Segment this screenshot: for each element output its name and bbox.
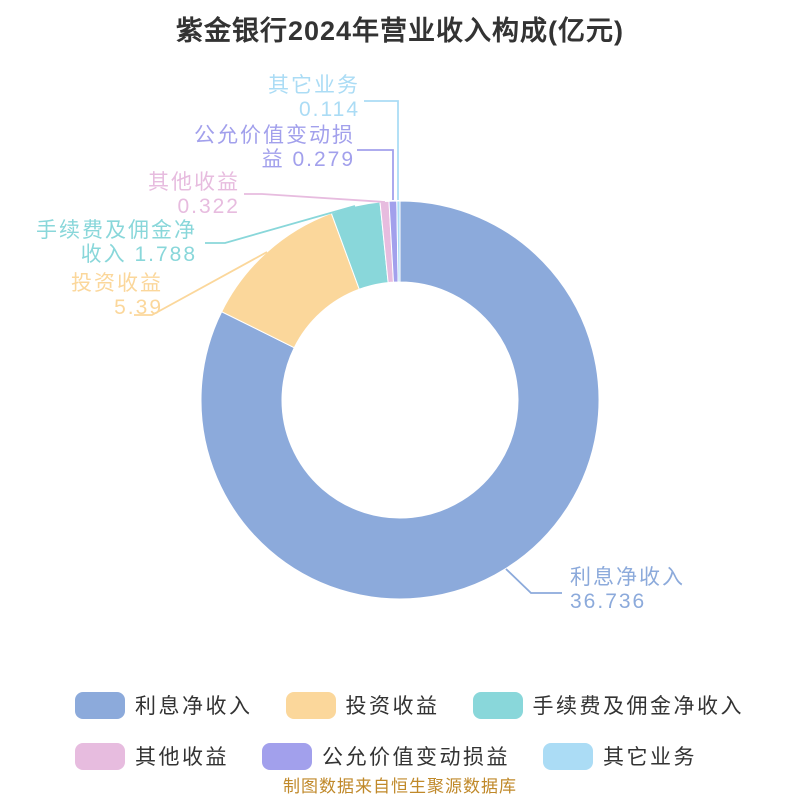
slice-callout-line: 投资收益 <box>71 272 163 295</box>
legend-row: 利息净收入 投资收益 手续费及佣金净收入 <box>75 691 777 719</box>
legend-swatch <box>75 691 125 719</box>
slice-callout-label: 手续费及佣金净 收入 1.788 <box>36 219 197 267</box>
slice-callout-line: 益 0.279 <box>261 148 355 171</box>
legend-label: 其它业务 <box>603 746 697 769</box>
slice-leader-line <box>357 149 394 200</box>
slice-leader-line <box>364 100 399 200</box>
legend-swatch <box>543 742 593 770</box>
slice-callout-line: 收入 1.788 <box>80 243 197 266</box>
slice-callout-line: 36.736 <box>570 590 647 613</box>
legend-label: 利息净收入 <box>135 695 253 718</box>
slice-callout-line: 其他收益 <box>148 171 240 194</box>
slice-leader-line <box>505 568 562 594</box>
data-source-note: 制图数据来自恒生聚源数据库 <box>283 777 517 796</box>
legend-swatch <box>285 691 336 719</box>
slice-callout-line: 5.39 <box>114 296 163 319</box>
slice-leader-line <box>244 193 386 203</box>
slice-callout-line: 0.114 <box>299 98 360 121</box>
legend-label: 公允价值变动损益 <box>322 746 510 769</box>
pie-slice[interactable] <box>200 200 600 600</box>
slice-callout-line: 公允价值变动损 <box>194 124 355 147</box>
legend-item[interactable]: 其它业务 <box>543 741 697 771</box>
slice-callout-line: 利息净收入 <box>570 566 685 589</box>
legend-swatch <box>75 742 125 770</box>
legend-label: 手续费及佣金净收入 <box>532 695 744 718</box>
chart-title: 紫金银行2024年营业收入构成(亿元) <box>175 16 625 46</box>
legend-swatch <box>262 742 312 770</box>
legend-label: 投资收益 <box>345 695 440 718</box>
legend-item[interactable]: 投资收益 <box>285 690 440 720</box>
slice-callout-label: 其他收益 0.322 <box>148 171 240 219</box>
legend-item[interactable]: 公允价值变动损益 <box>262 741 510 771</box>
legend-item[interactable]: 手续费及佣金净收入 <box>472 690 745 720</box>
slice-callout-line: 0.322 <box>177 195 240 218</box>
slice-leader-line <box>205 205 356 244</box>
legend-row: 其他收益 公允价值变动损益 其它业务 <box>75 742 730 770</box>
legend-label: 其他收益 <box>135 746 229 769</box>
slice-callout-line: 手续费及佣金净 <box>36 219 197 242</box>
slice-callout-label: 公允价值变动损益 0.279 <box>194 124 355 172</box>
legend-swatch <box>472 691 523 719</box>
slice-callout-label: 利息净收入 36.736 <box>570 566 685 614</box>
legend-item[interactable]: 利息净收入 <box>75 690 253 720</box>
pie-slice[interactable] <box>396 200 401 283</box>
legend-item[interactable]: 其他收益 <box>75 741 229 771</box>
slice-callout-label: 其它业务 0.114 <box>268 74 360 122</box>
slice-leader-line <box>134 251 268 316</box>
slice-callout-label: 投资收益 5.39 <box>71 272 163 320</box>
slice-callout-line: 其它业务 <box>268 74 360 97</box>
